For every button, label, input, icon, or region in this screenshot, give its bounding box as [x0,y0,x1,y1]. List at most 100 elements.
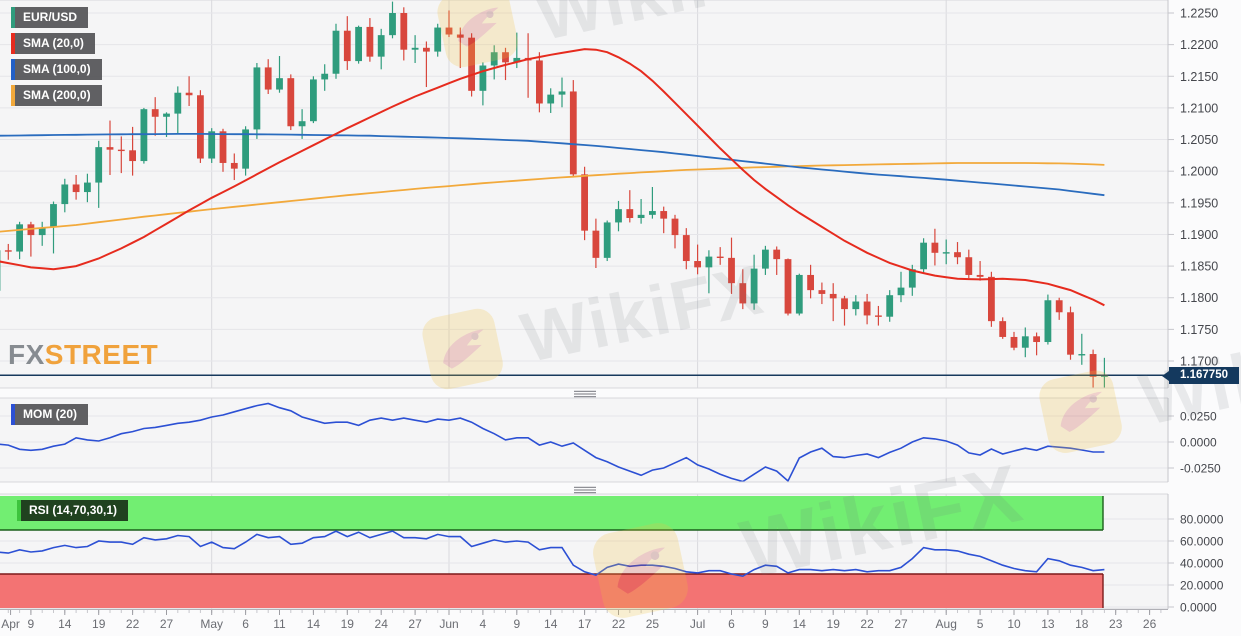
price-axis-strip [1168,0,1241,636]
price-tick-label: 1.1950 [1180,196,1218,210]
sma20-line [0,48,1105,307]
candle-body [762,249,769,269]
legend-instrument-chip[interactable]: EUR/USD [11,7,89,28]
candle-body [377,35,385,57]
candle-body [931,242,939,253]
legend-mom-label: MOM (20) [23,407,77,421]
time-tick-label: 17 [578,617,592,631]
legend-sma200-label: SMA (200,0) [23,88,91,102]
candle-body [863,301,871,316]
time-tick-label: Jun [439,617,458,631]
time-tick-label: 24 [375,617,389,631]
candle-body [965,257,973,275]
candle-body [558,91,566,95]
candle-body [502,52,509,63]
candle-body [637,214,645,219]
legend-instrument-label: EUR/USD [23,10,78,24]
candle-body [784,259,792,314]
mom-tick-label: -0.0250 [1180,462,1221,476]
candle-body [72,184,80,193]
legend-sma200-chip[interactable]: SMA (200,0) [11,85,102,106]
candle-body [50,204,57,228]
rsi-line [0,530,1105,578]
current-price-badge: 1.167750 [1162,367,1239,384]
candle-body [954,252,961,258]
time-tick-label: 23 [1109,617,1123,631]
candle-body [163,113,170,117]
candle-body [920,242,927,270]
time-tick-label: 25 [646,617,660,631]
time-tick-label: 27 [160,617,174,631]
time-tick-label: 14 [58,617,72,631]
candle-body [694,261,701,268]
time-tick-label: Aug [936,617,957,631]
legend-sma20-chip[interactable]: SMA (20,0) [11,33,95,54]
candle-body [976,274,984,277]
time-tick-label: 9 [28,617,35,631]
candle-body [490,52,498,66]
candle-body [1067,312,1074,355]
time-tick-label: 14 [307,617,321,631]
candle-body [366,26,374,57]
candle-body [208,131,216,159]
candle-body [174,92,182,114]
price-tick-label: 1.1750 [1180,323,1218,337]
candle-body [569,91,577,175]
candle-body [343,30,351,62]
candle-body [38,227,46,236]
candle-body [332,30,340,74]
candle-body [649,211,656,215]
time-tick-label: 13 [1041,617,1055,631]
time-tick-label: 27 [894,617,908,631]
legend-sma100-chip[interactable]: SMA (100,0) [11,59,102,80]
time-tick-label: 14 [544,617,558,631]
candle-body [807,274,814,291]
price-tick-label: 1.2250 [1180,7,1218,21]
candle-body [310,79,317,122]
candle-body [117,149,125,152]
candle-body [16,224,23,252]
candle-body [1010,336,1018,348]
rsi-overbought-band [0,496,1103,530]
candle-body [106,147,114,150]
candle-body [1101,375,1108,377]
legend-mom-chip[interactable]: MOM (20) [11,404,88,425]
candle-body [423,47,430,52]
price-tick-label: 1.2100 [1180,101,1218,115]
candle-body [615,209,622,223]
candle-body [468,37,475,91]
candle-body [219,131,227,163]
candle-body [185,92,193,96]
candle-body [321,73,329,80]
plot-area[interactable] [0,0,1168,609]
price-tick-label: 1.2200 [1180,38,1218,52]
price-tick-label: 1.2050 [1180,133,1218,147]
candle-body [716,256,724,259]
candle-body [818,290,826,294]
candle-body [253,67,261,130]
candle-body [355,26,362,62]
candle-body [298,121,306,127]
candle-body [671,218,679,236]
candle-body [592,230,600,258]
time-tick-label: 22 [860,617,874,631]
legend-sma20-label: SMA (20,0) [23,36,84,50]
time-tick-label: 5 [977,617,984,631]
candle-body [1089,354,1097,377]
price-tick-label: 1.1850 [1180,260,1218,274]
time-tick-label: 11 [273,617,286,631]
legend-rsi-chip[interactable]: RSI (14,70,30,1) [17,500,129,521]
sma100-line [0,132,1105,197]
candle-body [536,60,543,104]
time-tick-label: 19 [827,617,841,631]
candle-body [705,256,713,268]
candle-body [626,209,634,219]
candle-body [140,109,148,162]
candle-body [456,34,464,38]
candle-body [264,67,272,90]
mom-tick-label: 0.0000 [1180,436,1217,450]
time-tick-label: Apr [1,617,20,631]
candle-body [513,57,521,63]
